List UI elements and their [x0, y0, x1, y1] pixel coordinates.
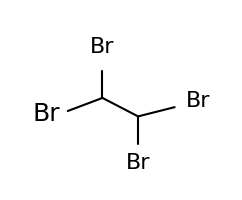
Text: Br: Br [32, 102, 60, 126]
Text: Br: Br [90, 37, 115, 57]
Text: Br: Br [126, 153, 150, 173]
Text: Br: Br [186, 91, 210, 111]
